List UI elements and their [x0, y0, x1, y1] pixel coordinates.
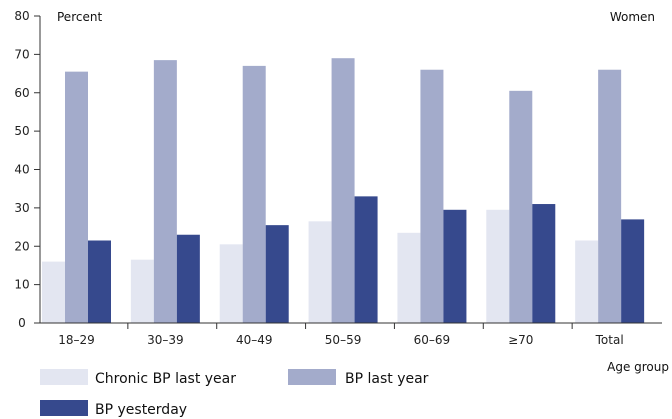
bar-bp-last-year-2: [242, 65, 266, 323]
bar-chronic-bp-last-year-6: [575, 240, 599, 323]
y-tick-label: 0: [18, 316, 26, 330]
legend-swatch-bp-yesterday: [40, 400, 88, 416]
bar-bp-yesterday-0: [88, 240, 111, 323]
y-tick-label: 20: [14, 239, 29, 253]
y-tick-label: 10: [14, 278, 29, 292]
x-tick-label: ≥70: [508, 333, 533, 347]
x-axis-label: Age group: [607, 360, 669, 374]
legend-label-bp-yesterday: BP yesterday: [95, 402, 187, 418]
bar-chronic-bp-last-year-3: [308, 221, 332, 323]
bar-chronic-bp-last-year-4: [397, 232, 421, 323]
bar-bp-last-year-0: [65, 71, 88, 323]
bar-bp-yesterday-5: [532, 204, 556, 323]
bar-bp-yesterday-4: [443, 209, 467, 323]
x-tick-label: 50–59: [325, 333, 362, 347]
y-tick-label: 60: [14, 86, 29, 100]
y-tick-label: 40: [14, 163, 29, 177]
bar-bp-last-year-5: [509, 90, 533, 323]
bar-bp-last-year-3: [331, 58, 355, 324]
bar-chronic-bp-last-year-0: [42, 261, 65, 323]
bar-bp-yesterday-3: [354, 196, 378, 323]
bar-bp-last-year-4: [420, 69, 444, 323]
y-tick-label: 50: [14, 124, 29, 138]
legend-swatch-bp-last-year: [288, 369, 336, 385]
legend: Chronic BP last year BP last year BP yes…: [40, 369, 429, 418]
bar-bp-last-year-1: [153, 60, 177, 323]
y-tick-label: 30: [14, 201, 29, 215]
bar-bp-yesterday-6: [621, 219, 645, 323]
bar-chronic-bp-last-year-5: [486, 209, 510, 323]
bar-bp-yesterday-2: [265, 225, 289, 323]
bar-chronic-bp-last-year-1: [130, 259, 154, 323]
chart-subtitle: Women: [610, 10, 655, 24]
bar-chronic-bp-last-year-2: [219, 244, 243, 323]
y-axis-label: Percent: [57, 10, 102, 24]
legend-swatch-chronic-bp-last-year: [40, 369, 88, 385]
bars-group: [42, 58, 645, 324]
y-tick-label: 70: [14, 47, 29, 61]
x-tick-label: 30–39: [147, 333, 184, 347]
x-tick-label: 60–69: [414, 333, 451, 347]
legend-label-bp-last-year: BP last year: [345, 371, 429, 387]
y-tick-label: 80: [14, 9, 29, 23]
x-tick-label: Total: [595, 333, 624, 347]
x-tick-label: 18–29: [58, 333, 95, 347]
legend-label-chronic-bp-last-year: Chronic BP last year: [95, 371, 236, 387]
bar-bp-last-year-6: [598, 69, 622, 323]
x-ticks-group: 18–29 30–39 40–49 50–59 60–69 ≥70 Total: [58, 323, 624, 347]
bar-bp-yesterday-1: [176, 234, 200, 323]
y-ticks-group: 0 10 20 30 40 50 60 70 80: [14, 9, 40, 330]
x-tick-label: 40–49: [236, 333, 273, 347]
